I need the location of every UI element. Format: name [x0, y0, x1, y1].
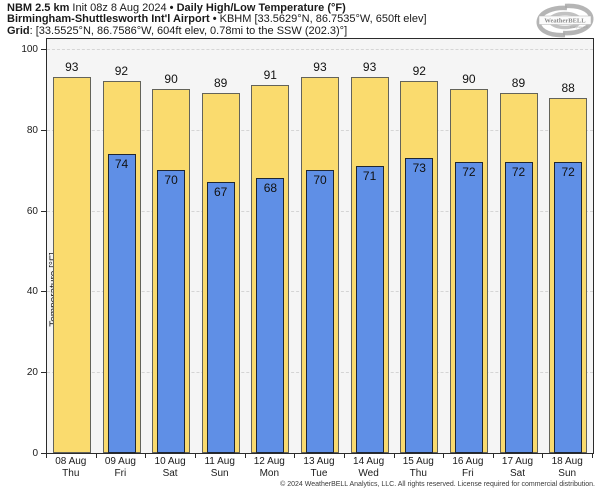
- low-bar-13-Aug: 70: [306, 170, 334, 453]
- y-tick-label-0: 0: [32, 448, 38, 459]
- low-bar-16-Aug: 72: [454, 162, 483, 453]
- x-axis-label-18-Aug: 18 Aug Sun: [542, 456, 592, 480]
- date-label: 14 Aug: [353, 456, 385, 467]
- high-value-label: 93: [313, 60, 327, 75]
- high-value-label: 90: [164, 72, 178, 87]
- low-bar-12-Aug: 68: [256, 178, 285, 453]
- weekday-label: Sun: [558, 468, 577, 479]
- date-label: 11 Aug: [204, 456, 235, 467]
- logo-sub-text: Analytics LLC: [570, 25, 589, 29]
- date-label: 08 Aug: [55, 456, 87, 467]
- x-axis-label-08-Aug: 08 Aug Thu: [46, 456, 96, 480]
- weekday-label: Wed: [358, 468, 379, 479]
- y-tick-label-60: 60: [26, 205, 38, 217]
- high-value-label: 92: [412, 64, 426, 79]
- weekday-label: Tue: [310, 468, 328, 479]
- y-tick-label-100: 100: [21, 44, 38, 55]
- x-axis-label-16-Aug: 16 Aug Fri: [443, 456, 493, 480]
- x-tick-8: [443, 454, 445, 458]
- x-tick-9: [492, 454, 494, 458]
- low-bar-18-Aug: 72: [554, 162, 583, 453]
- high-value-label: 93: [65, 60, 79, 75]
- y-tick-label-40: 40: [26, 286, 38, 298]
- low-bar-17-Aug: 72: [504, 162, 533, 453]
- grid-line: Grid: [33.5525°N, 86.7586°W, 604ft elev,…: [7, 24, 348, 37]
- y-tick-20: [41, 372, 46, 374]
- station-details: KBHM [33.5629°N, 86.7535°W, 650ft elev]: [219, 13, 427, 26]
- bullet-separator: •: [169, 2, 174, 14]
- x-tick-3: [194, 454, 196, 458]
- model-name: NBM 2.5 km: [7, 2, 70, 14]
- low-bar-14-Aug: 71: [355, 166, 384, 453]
- x-tick-11: [592, 454, 593, 458]
- high-value-label: 91: [263, 68, 277, 83]
- x-axis-label-10-Aug: 10 Aug Sat: [145, 456, 195, 480]
- x-axis-label-14-Aug: 14 Aug Wed: [344, 456, 394, 480]
- y-tick-0: [41, 453, 46, 454]
- high-value-label: 90: [462, 72, 476, 87]
- station-line: Birmingham-Shuttlesworth Int'l Airport •…: [7, 13, 427, 26]
- x-axis-label-13-Aug: 13 Aug Tue: [294, 456, 344, 480]
- x-axis-label-12-Aug: 12 Aug Mon: [245, 456, 295, 480]
- y-tick-40: [41, 291, 46, 293]
- date-label: 12 Aug: [253, 456, 285, 467]
- copyright-footer: © 2024 WeatherBELL Analytics, LLC. All r…: [280, 481, 595, 488]
- x-axis-label-11-Aug: 11 Aug Sun: [195, 456, 245, 480]
- plot-area: Temperature [°F] 93927490708967916893709…: [46, 38, 594, 454]
- x-tick-2: [145, 454, 147, 458]
- date-label: 13 Aug: [303, 456, 335, 467]
- x-tick-7: [393, 454, 395, 458]
- x-tick-6: [343, 454, 345, 458]
- high-value-label: 93: [362, 60, 377, 75]
- product-name: Daily High/Low Temperature (°F): [173, 2, 346, 14]
- y-tick-60: [41, 210, 46, 212]
- logo-banner: [538, 15, 592, 25]
- grid-details: : [33.5525°N, 86.7586°W, 604ft elev, 0.7…: [29, 24, 348, 37]
- y-tick-label-20: 20: [26, 367, 38, 379]
- weekday-label: Sun: [210, 468, 229, 479]
- x-axis-label-17-Aug: 17 Aug Sat: [493, 456, 543, 480]
- weekday-label: Mon: [259, 468, 280, 479]
- date-label: 10 Aug: [154, 456, 186, 467]
- high-bar-08-Aug: [52, 77, 91, 453]
- weekday-label: Thu: [409, 468, 427, 479]
- weekday-label: Fri: [114, 468, 127, 479]
- x-tick-1: [95, 454, 97, 458]
- x-tick-4: [244, 454, 246, 458]
- high-value-label: 92: [114, 64, 129, 79]
- weatherbell-logo: WeatherBELL Analytics LLC: [536, 3, 594, 38]
- y-tick-80: [41, 129, 46, 131]
- low-bar-10-Aug: 70: [157, 170, 186, 453]
- x-tick-5: [294, 454, 296, 458]
- logo-brand-text: WeatherBELL: [544, 18, 586, 25]
- date-label: 18 Aug: [551, 456, 583, 467]
- date-label: 16 Aug: [452, 456, 484, 467]
- high-value-label: 89: [511, 76, 526, 91]
- title-line: NBM 2.5 km Init 08z 8 Aug 2024 • Daily H…: [7, 2, 346, 14]
- date-label: 15 Aug: [402, 456, 434, 467]
- weekday-label: Fri: [462, 468, 474, 479]
- date-label: 17 Aug: [501, 456, 534, 467]
- chart-header: NBM 2.5 km Init 08z 8 Aug 2024 • Daily H…: [7, 2, 427, 37]
- x-axis-label-09-Aug: 09 Aug Fri: [96, 456, 146, 480]
- high-value-label: 89: [214, 76, 228, 91]
- low-bar-15-Aug: 73: [405, 158, 434, 453]
- weekday-label: Sat: [509, 468, 525, 479]
- low-bar-09-Aug: 74: [107, 154, 136, 453]
- y-tick-label-80: 80: [26, 124, 38, 136]
- low-bar-11-Aug: 67: [206, 182, 235, 453]
- gridline-100: [47, 49, 593, 50]
- station-name: Birmingham-Shuttlesworth Int'l Airport: [7, 13, 210, 26]
- weekday-label: Thu: [62, 468, 80, 479]
- date-label: 09 Aug: [104, 456, 136, 467]
- weekday-label: Sat: [162, 468, 178, 479]
- x-tick-0: [46, 454, 47, 458]
- x-tick-10: [542, 454, 544, 458]
- high-value-label: 88: [561, 80, 575, 95]
- x-axis-label-15-Aug: 15 Aug Thu: [394, 456, 444, 480]
- y-tick-100: [41, 49, 46, 50]
